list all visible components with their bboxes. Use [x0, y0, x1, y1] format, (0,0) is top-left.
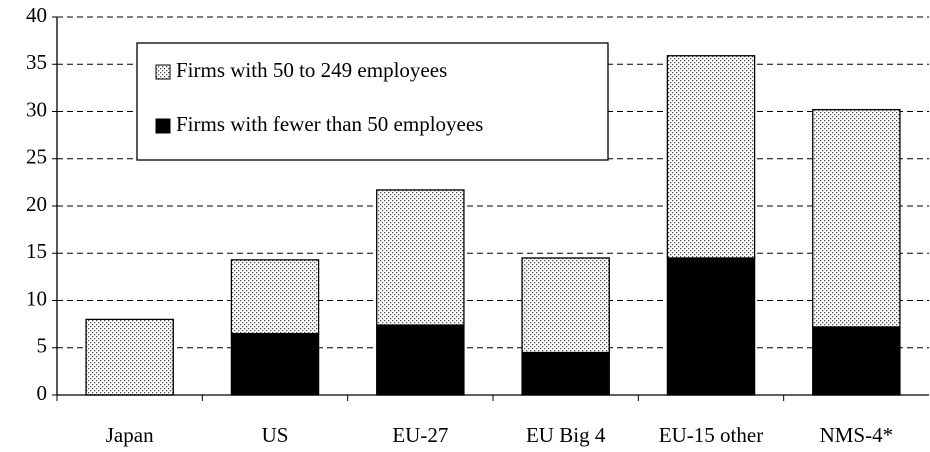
x-tick-label: EU-15 other	[659, 423, 763, 447]
y-tick-label: 10	[26, 286, 47, 310]
bar-segment	[521, 351, 610, 396]
y-tick-label: 30	[26, 97, 47, 121]
bar-segment	[666, 55, 756, 259]
bar-segment	[376, 324, 465, 396]
legend-swatch	[155, 118, 171, 134]
y-tick-label: 15	[26, 239, 47, 263]
x-tick-label: EU-27	[392, 423, 448, 447]
y-tick-label: 25	[26, 145, 47, 169]
y-tick-label: 0	[37, 381, 48, 405]
bar-segment	[666, 257, 756, 396]
bar-segment	[812, 326, 901, 396]
legend-label: Firms with fewer than 50 employees	[176, 112, 483, 136]
bar-segment	[230, 259, 320, 335]
y-tick-label: 40	[26, 3, 47, 27]
bar-segment	[812, 108, 901, 328]
bar-segment	[85, 318, 174, 396]
bar-segment	[230, 332, 320, 396]
x-tick-label: US	[262, 423, 289, 447]
x-tick-label: EU Big 4	[526, 423, 606, 447]
x-tick-label: Japan	[106, 423, 154, 447]
bar-segment	[376, 189, 465, 326]
x-tick-label: NMS-4*	[820, 423, 894, 447]
legend-swatch	[155, 64, 171, 80]
y-tick-label: 5	[37, 334, 48, 358]
legend-box	[136, 42, 609, 161]
legend-label: Firms with 50 to 249 employees	[176, 58, 447, 82]
bar-segment	[521, 257, 610, 354]
y-tick-label: 35	[26, 50, 47, 74]
y-tick-label: 20	[26, 192, 47, 216]
